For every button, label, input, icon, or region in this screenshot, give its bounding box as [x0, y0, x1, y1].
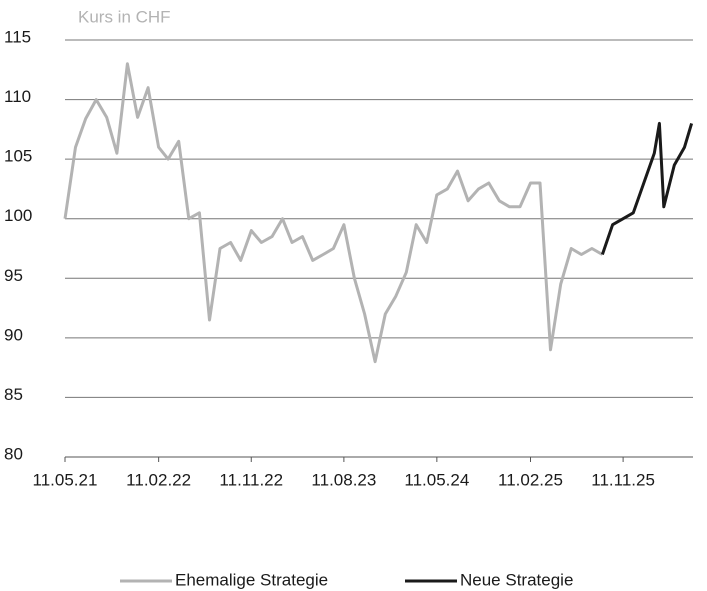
y-tick-label: 105 [4, 147, 32, 166]
x-tick-label: 11.11.25 [591, 470, 655, 489]
x-tick-label: 11.08.23 [311, 470, 376, 489]
y-tick-label: 95 [4, 266, 23, 285]
y-tick-label: 100 [4, 206, 32, 225]
series-line [63, 62, 604, 364]
series-line [600, 121, 694, 255]
legend-label: Neue Strategie [460, 570, 573, 589]
y-tick-label: 115 [4, 27, 31, 46]
y-axis-label: Kurs in CHF [78, 7, 171, 26]
y-tick-label: 80 [4, 444, 23, 463]
y-tick-label: 90 [4, 325, 23, 344]
x-tick-label: 11.05.21 [33, 470, 98, 489]
x-tick-label: 11.11.22 [219, 470, 283, 489]
y-tick-label: 85 [4, 385, 23, 404]
x-tick-label: 11.02.22 [126, 470, 191, 489]
x-tick-label: 11.05.24 [404, 470, 469, 489]
y-tick-label: 110 [4, 87, 31, 106]
x-tick-label: 11.02.25 [498, 470, 563, 489]
legend-label: Ehemalige Strategie [175, 570, 328, 589]
